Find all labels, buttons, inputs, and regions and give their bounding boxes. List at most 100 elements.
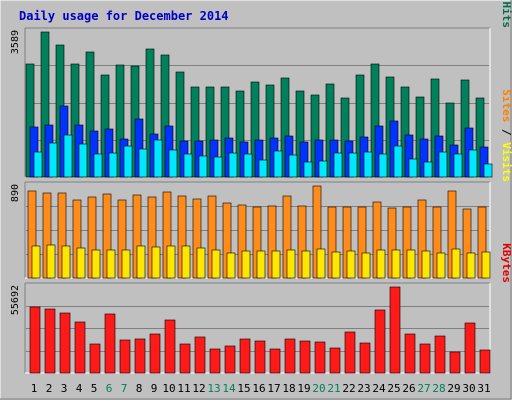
bar-pages-day-15 [243,153,253,178]
day-label: 24 [372,382,386,395]
day-label: 26 [402,382,415,395]
bar-sites-day-1 [31,245,41,279]
bar-pages-day-12 [198,155,208,178]
bar-sites-day-21 [331,251,341,279]
bar-pages-day-16 [258,159,268,178]
day-label: 20 [312,382,325,395]
bar-sites-day-7 [121,249,131,279]
bar-pages-day-22 [348,152,358,178]
legend-entry: Visits [500,142,512,182]
bar-kbytes-day-4 [74,321,86,374]
bar-kbytes-day-21 [329,347,341,374]
bar-sites-day-24 [376,249,386,279]
day-label: 10 [162,382,175,395]
day-label: 18 [282,382,295,395]
day-label: 7 [121,382,128,395]
series-kbytes [29,286,491,374]
bar-sites-day-9 [151,246,161,279]
bar-kbytes-day-20 [314,341,326,374]
bar-kbytes-day-5 [89,343,101,374]
bar-pages-day-31 [483,163,493,178]
legend-entry: Hits [500,2,512,29]
bar-sites-day-20 [316,248,326,279]
bar-kbytes-day-2 [44,308,56,374]
bar-sites-day-12 [196,247,206,279]
bar-pages-day-26 [408,158,418,178]
bar-sites-day-3 [61,245,71,279]
bar-pages-day-23 [363,151,373,178]
bar-sites-day-29 [451,248,461,279]
series-sites [31,244,491,279]
bar-sites-day-27 [421,250,431,279]
bar-kbytes-day-3 [59,312,71,374]
bar-sites-day-26 [406,249,416,279]
y-max-label: 3589 [10,30,21,54]
bar-sites-day-15 [241,250,251,279]
bar-sites-day-5 [91,249,101,279]
bar-kbytes-day-1 [29,306,41,374]
day-label: 22 [342,382,355,395]
day-label: 29 [447,382,460,395]
panel-kbytes: 55692 KBytes [10,243,512,374]
panel-legend: Pages / Files / Hits [500,0,512,28]
day-label: 5 [91,382,98,395]
day-label: 3 [61,382,68,395]
bar-sites-day-17 [271,250,281,279]
bar-kbytes-day-28 [434,335,446,374]
bar-pages-day-20 [318,160,328,178]
bar-pages-day-11 [183,153,193,178]
bar-kbytes-day-6 [104,313,116,374]
bar-kbytes-day-31 [479,349,491,374]
day-label: 13 [207,382,220,395]
bar-sites-day-6 [106,249,116,279]
panel-visits-sites: 890 Sites / Visits [10,89,512,279]
bar-pages-day-3 [63,134,73,178]
bar-kbytes-day-13 [209,348,221,374]
bar-sites-day-16 [256,250,266,279]
bar-kbytes-day-9 [149,333,161,374]
bar-pages-day-2 [48,142,58,178]
legend-entry: / [500,122,512,142]
day-label: 9 [151,382,158,395]
bar-kbytes-day-7 [119,339,131,374]
bar-pages-day-6 [108,152,118,178]
bar-pages-day-13 [213,156,223,178]
bar-kbytes-day-30 [464,322,476,374]
bar-kbytes-day-25 [389,286,401,374]
bar-sites-day-30 [466,252,476,279]
bar-pages-day-9 [153,139,163,178]
bar-sites-day-11 [181,245,191,279]
panel-hits-files-pages: 3589 Pages / Files / Hits [10,0,512,178]
bar-pages-day-8 [138,148,148,178]
bar-kbytes-day-17 [269,348,281,374]
day-label: 23 [357,382,370,395]
bar-sites-day-23 [361,252,371,279]
bar-kbytes-day-26 [404,333,416,374]
legend-entry: Sites [500,89,512,122]
bar-sites-day-19 [301,250,311,279]
bar-pages-day-29 [453,153,463,178]
bar-kbytes-day-18 [284,338,296,374]
bar-kbytes-day-19 [299,340,311,374]
bar-kbytes-day-12 [194,336,206,374]
day-label: 12 [192,382,205,395]
day-label: 30 [462,382,475,395]
day-label: 17 [267,382,280,395]
bar-pages-day-21 [333,152,343,178]
day-label: 16 [252,382,265,395]
bar-sites-day-22 [346,250,356,279]
bar-pages-day-4 [78,143,88,178]
bar-pages-day-27 [423,161,433,178]
bar-sites-day-28 [436,252,446,279]
bar-kbytes-day-23 [359,342,371,374]
bar-sites-day-10 [166,245,176,279]
day-label: 11 [177,382,190,395]
bar-pages-day-18 [288,154,298,178]
bar-pages-day-17 [273,150,283,178]
bar-sites-day-31 [481,251,491,279]
bar-sites-day-13 [211,249,221,279]
bar-pages-day-25 [393,145,403,178]
day-label: 1 [31,382,38,395]
panel-legend: Sites / Visits [500,89,512,182]
